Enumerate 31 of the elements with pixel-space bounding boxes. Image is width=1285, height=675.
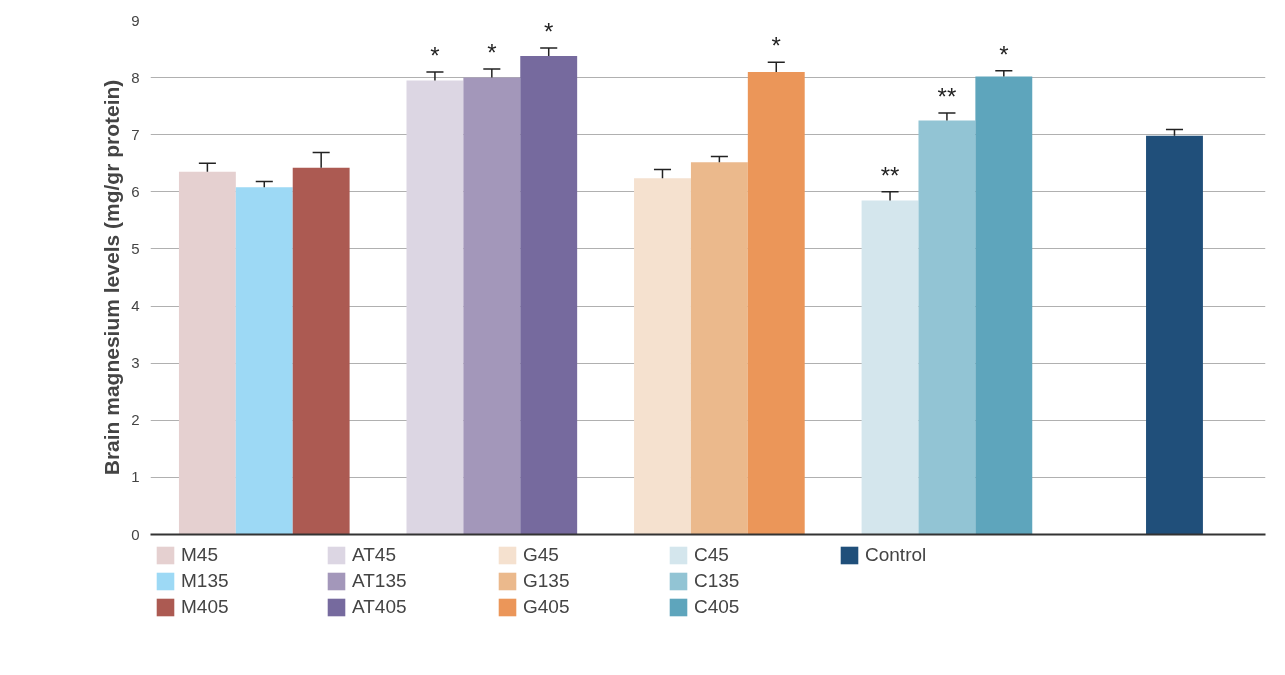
y-tick-label: 5: [131, 239, 140, 257]
y-tick-label: 1: [131, 468, 140, 486]
data-label: *: [544, 18, 554, 46]
legend-label: AT45: [352, 544, 397, 566]
y-tick-label: 9: [131, 11, 140, 29]
legend-label: M45: [181, 544, 219, 566]
y-tick-label: 2: [131, 411, 140, 429]
legend-label: C45: [694, 544, 730, 566]
legend-label: M135: [181, 570, 230, 592]
legend-label: M405: [181, 596, 230, 618]
legend-label: AT405: [352, 596, 408, 618]
y-tick-label: 3: [131, 354, 140, 372]
y-tick-label: 4: [131, 297, 140, 315]
y-tick-label: 6: [131, 182, 140, 200]
data-label: *: [487, 39, 497, 67]
data-label: **: [880, 161, 900, 189]
y-tick-label: 7: [131, 125, 140, 143]
y-tick-label: 0: [131, 525, 140, 543]
legend-label: G405: [523, 596, 571, 618]
legend-label: C405: [694, 596, 741, 618]
legend-label: G45: [523, 544, 560, 566]
y-tick-label: 8: [131, 68, 140, 86]
y-axis-title: Brain magnesium levels (mg/gr protein): [100, 79, 124, 476]
data-label: *: [430, 42, 440, 70]
legend-label: G135: [523, 570, 571, 592]
legend-label: AT135: [352, 570, 408, 592]
legend-label: Control: [865, 544, 928, 566]
data-label: *: [999, 40, 1009, 68]
legend-label: C135: [694, 570, 741, 592]
data-label: **: [937, 83, 957, 111]
data-label: *: [771, 32, 781, 60]
